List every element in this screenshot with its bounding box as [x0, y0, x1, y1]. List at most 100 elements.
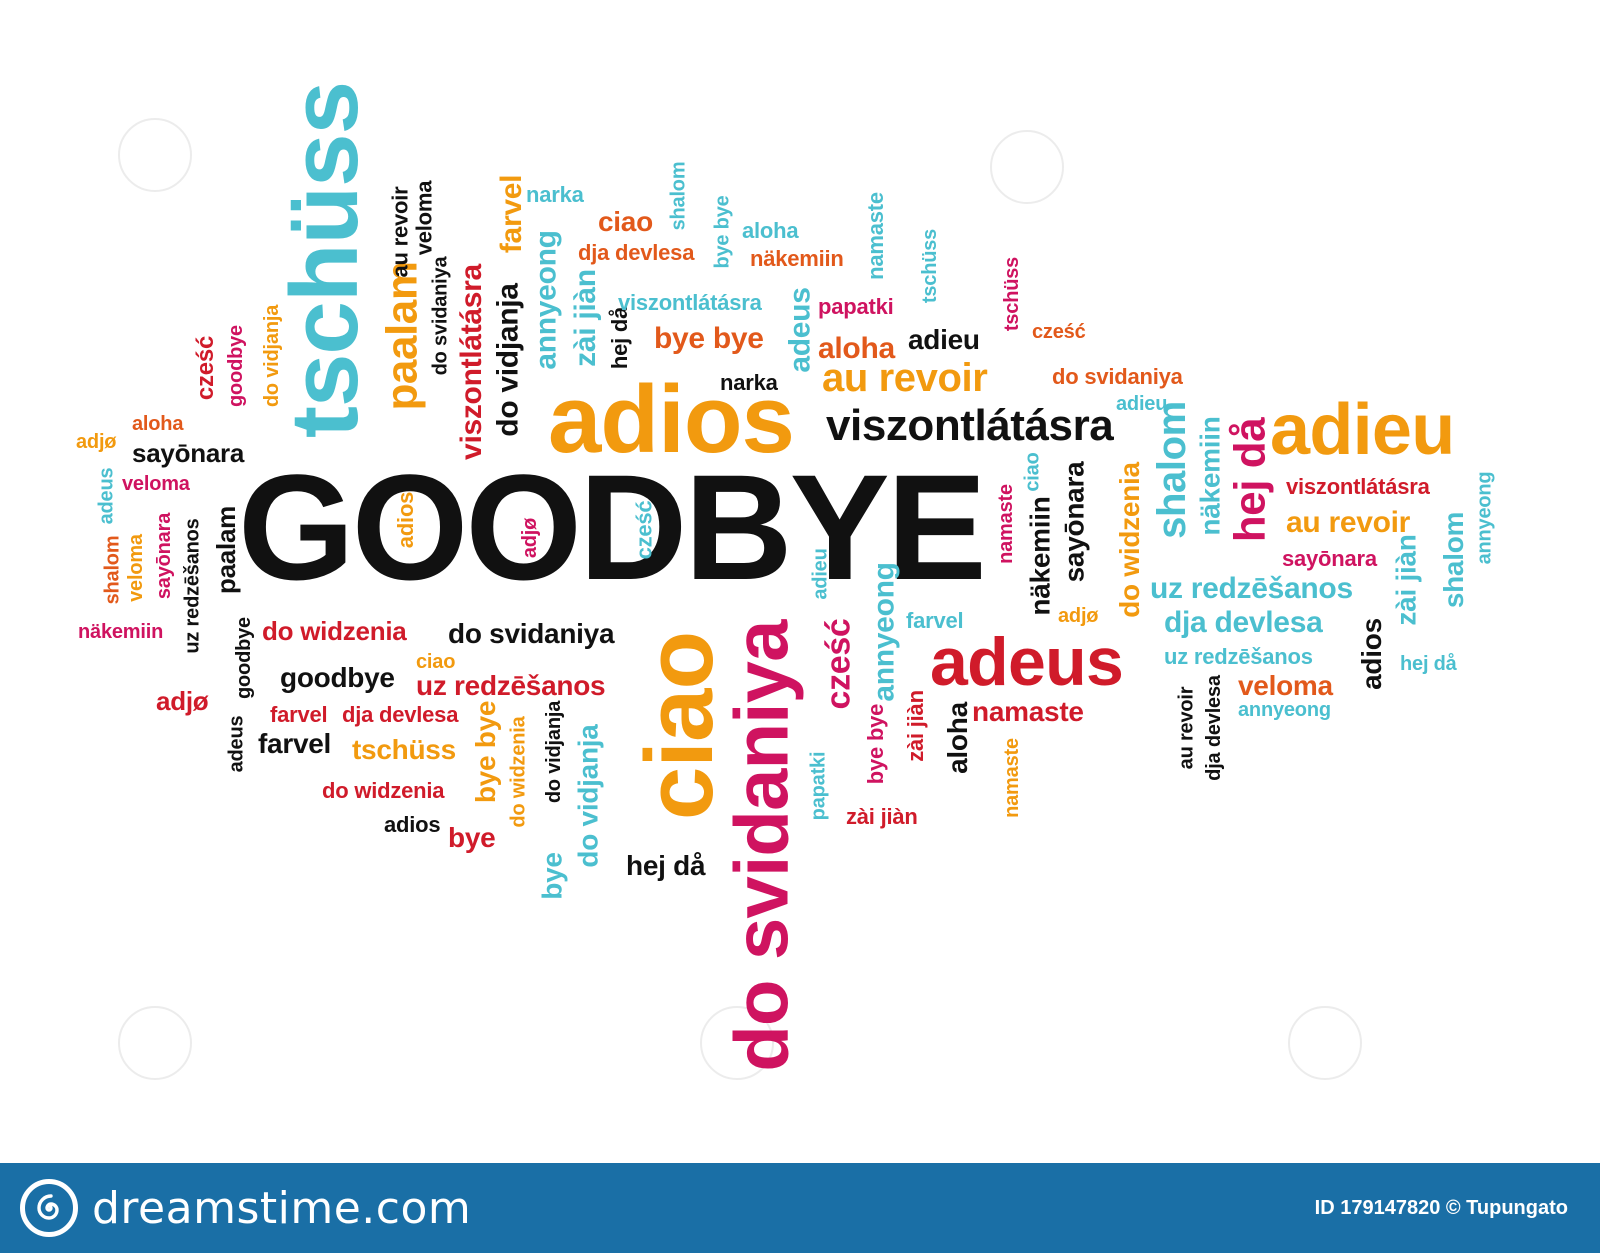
cloud-word: cześć — [630, 500, 656, 560]
cloud-word: näkemiin — [1194, 416, 1226, 536]
cloud-word: zài jiàn — [1390, 534, 1422, 626]
cloud-word: adios — [548, 366, 795, 473]
watermark-icon — [700, 1006, 774, 1080]
cloud-word: viszontlátásra — [826, 401, 1114, 450]
cloud-word: ciao — [1021, 452, 1044, 492]
cloud-word: bye bye — [470, 700, 502, 804]
cloud-word: hej då — [1400, 653, 1457, 675]
cloud-word: GOODBYE — [238, 443, 987, 611]
cloud-word: narka — [720, 370, 778, 395]
cloud-word: viszontlátásra — [1286, 474, 1430, 499]
cloud-word: aloha — [818, 332, 895, 365]
cloud-word: papatki — [818, 294, 894, 319]
cloud-word: papatki — [806, 751, 829, 821]
cloud-word: adios — [1355, 618, 1387, 690]
cloud-word: bye — [448, 822, 496, 853]
watermark-icon — [990, 130, 1064, 204]
cloud-word: zài jiàn — [846, 804, 918, 829]
cloud-word: cześć — [192, 335, 220, 401]
cloud-word: veloma — [1238, 670, 1333, 701]
cloud-word: adios — [384, 812, 441, 837]
cloud-word: do svidaniya — [448, 618, 615, 649]
cloud-word: zài jiàn — [902, 690, 928, 762]
cloud-word: hej då — [607, 306, 633, 370]
cloud-word: paalam — [377, 261, 426, 411]
spiral-logo-icon — [20, 1179, 78, 1237]
cloud-word: hej då — [1224, 417, 1274, 543]
cloud-word: shalom — [100, 535, 123, 605]
cloud-word: ciao — [416, 651, 456, 673]
cloud-word: adjø — [76, 431, 117, 453]
cloud-word: au revoir — [822, 356, 988, 400]
cloud-word: uz redzēšanos — [416, 670, 606, 701]
cloud-word: näkemiin — [750, 246, 844, 271]
watermark-icon — [1288, 1006, 1362, 1080]
cloud-word: adieu — [809, 548, 832, 600]
cloud-word: do vidjanja — [543, 700, 566, 804]
cloud-word: adeus — [930, 624, 1124, 700]
cloud-word: dja devlesa — [1202, 675, 1225, 781]
cloud-word: namaste — [1000, 738, 1023, 818]
cloud-word: viszontlátásra — [618, 290, 762, 315]
cloud-word: uz redzēšanos — [1150, 572, 1353, 605]
brand-name: dreamstime.com — [92, 1182, 472, 1234]
cloud-word: aloha — [941, 702, 973, 774]
cloud-word: farvel — [495, 174, 529, 254]
cloud-word: do widzenia — [1113, 462, 1145, 618]
cloud-word: aloha — [742, 218, 799, 243]
cloud-word: cześć — [818, 618, 857, 710]
cloud-word: do widzenia — [322, 778, 445, 803]
cloud-word: goodbye — [232, 617, 255, 699]
cloud-word: sayōnara — [1282, 546, 1377, 571]
cloud-word: dja devlesa — [578, 240, 695, 265]
watermark-icon — [118, 118, 192, 192]
cloud-word: goodbye — [224, 325, 247, 407]
cloud-word: sayōnara — [1057, 461, 1089, 583]
cloud-word: annyeong — [867, 562, 901, 702]
cloud-word: adeus — [94, 467, 117, 525]
cloud-word: do svidaniya — [719, 620, 805, 1072]
cloud-word: ciao — [626, 631, 734, 821]
cloud-word: zài jiàn — [568, 269, 602, 367]
cloud-word: adjø — [1058, 605, 1099, 627]
cloud-word: au revoir — [1286, 506, 1411, 539]
footer-bar: dreamstime.com ID 179147820 © Tupungato — [0, 1163, 1600, 1253]
cloud-word: paalam — [211, 505, 242, 595]
cloud-word: dja devlesa — [1164, 606, 1323, 639]
cloud-word: näkemiin — [78, 621, 164, 643]
cloud-word: veloma — [122, 473, 190, 495]
cloud-word: annyeong — [1472, 471, 1495, 565]
cloud-word: adjø — [156, 686, 209, 716]
cloud-word: do widzenia — [507, 716, 530, 828]
cloud-word: namaste — [994, 484, 1017, 564]
cloud-word: uz redzēšanos — [181, 518, 204, 654]
cloud-word: adieu — [1116, 393, 1168, 415]
cloud-word: annyeong — [529, 230, 563, 370]
word-cloud: GOODBYE adios adieu adeus viszontlátásra au r… — [76, 81, 1495, 1080]
cloud-word: näkemiin — [1024, 496, 1056, 616]
cloud-word: farvel — [906, 608, 964, 633]
cloud-word: tschüss — [271, 81, 379, 439]
cloud-word: bye bye — [863, 703, 889, 785]
cloud-word: hej då — [626, 850, 706, 881]
watermark-icon — [118, 1006, 192, 1080]
image-credit: ID 179147820 © Tupungato — [1314, 1196, 1568, 1219]
cloud-word: namaste — [972, 696, 1084, 727]
cloud-word: aloha — [132, 413, 184, 435]
cloud-word: ciao — [598, 206, 653, 237]
cloud-word: tschüss — [1001, 256, 1024, 332]
cloud-word: shalom — [666, 161, 689, 231]
cloud-word: bye — [536, 852, 568, 900]
cloud-word: do vidjanja — [491, 283, 525, 437]
cloud-word: do svidaniya — [1052, 364, 1183, 389]
cloud-word: au revoir — [1174, 686, 1197, 770]
cloud-word: tschüss — [919, 228, 942, 304]
cloud-word: adios — [393, 491, 419, 549]
cloud-word: farvel — [258, 728, 332, 759]
cloud-word: uz redzēšanos — [1164, 644, 1313, 669]
cloud-word: shalom — [1438, 511, 1470, 609]
cloud-word: adieu — [1270, 390, 1455, 470]
cloud-word: cześć — [1032, 321, 1086, 343]
cloud-word: viszontlátásra — [454, 264, 488, 460]
brand[interactable]: dreamstime.com — [20, 1179, 471, 1237]
